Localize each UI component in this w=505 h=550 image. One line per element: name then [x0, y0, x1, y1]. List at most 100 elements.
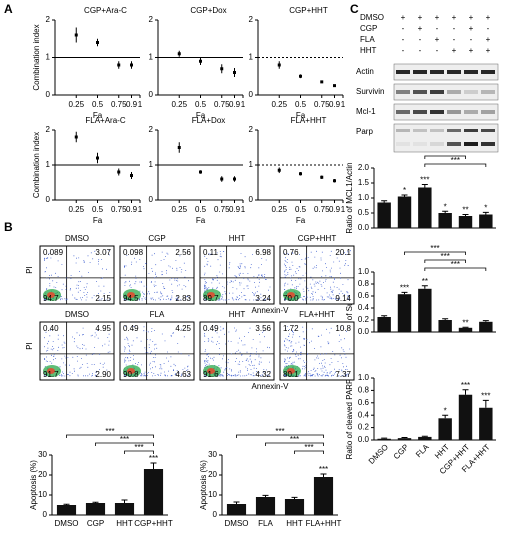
- y-tick-label: 1: [149, 53, 154, 62]
- quadrant-value: 2.56: [175, 248, 191, 257]
- point: [130, 63, 133, 67]
- band: [413, 110, 427, 114]
- x-tick-label: DMSO: [367, 443, 390, 466]
- bracket-label: ***: [275, 427, 284, 436]
- y-tick-label: 0.8: [358, 386, 370, 395]
- blot-sign: -: [402, 24, 405, 33]
- x-tick-label: 0.5: [92, 205, 104, 214]
- flow-title: FLA: [150, 310, 165, 319]
- error-bar: [262, 494, 269, 497]
- y-tick-label: 0: [46, 195, 51, 204]
- blot-row-label: CGP: [360, 24, 377, 33]
- flow-dots: [284, 326, 351, 377]
- y-tick-label: 20: [38, 470, 47, 479]
- bracket: [236, 434, 324, 438]
- x-tick-label: 0.75: [214, 100, 230, 109]
- blot-row-label: FLA: [360, 35, 375, 44]
- y-tick-label: 1.5: [358, 178, 370, 187]
- band: [447, 142, 461, 146]
- error-bar: [462, 214, 469, 216]
- y-tick-label: 20: [208, 470, 217, 479]
- blot-sign: -: [402, 35, 405, 44]
- error-bar: [401, 194, 408, 197]
- x-axis-label: Fa: [296, 216, 306, 225]
- quadrant-lines: [280, 246, 354, 304]
- error-bar: [291, 496, 298, 499]
- significance: **: [422, 277, 428, 286]
- x-tick-label: 1: [138, 100, 143, 109]
- x-tick-label: 0.75: [111, 205, 127, 214]
- band: [447, 70, 461, 74]
- flow-core: [207, 292, 215, 298]
- bar: [418, 436, 432, 440]
- bar: [397, 196, 412, 228]
- quadrant-value: 94.5: [123, 294, 139, 303]
- chart-title: FLA+HHT: [291, 116, 327, 125]
- point: [299, 172, 302, 176]
- bracket: [424, 155, 466, 159]
- axis: [373, 378, 496, 441]
- x-tick-label: 0.9: [229, 205, 241, 214]
- error-bar: [442, 414, 449, 419]
- significance: **: [462, 318, 468, 327]
- quadrant-value: 94.7: [43, 294, 59, 303]
- error-bar: [381, 315, 388, 317]
- blot-strip: [393, 123, 499, 153]
- x-axis-label: Fa: [296, 111, 306, 120]
- bracket: [66, 434, 154, 438]
- y-axis-label: Ratio of MCL1/Actin: [345, 162, 354, 233]
- x-tick-label: 0.5: [195, 205, 207, 214]
- band: [464, 129, 478, 132]
- band: [430, 129, 444, 132]
- significance: ***: [149, 454, 158, 463]
- flow-title: FLA+HHT: [299, 310, 335, 319]
- bracket: [404, 251, 466, 255]
- flow-title: DMSO: [65, 234, 89, 243]
- flow-y-label: PI: [25, 266, 34, 274]
- point: [117, 63, 121, 67]
- quadrant-lines: [40, 322, 114, 380]
- bracket-label: ***: [451, 260, 460, 269]
- y-tick-label: 1.0: [358, 193, 370, 202]
- chart-title: CGP+Dox: [190, 6, 226, 15]
- error-bar: [381, 200, 388, 203]
- blot-sign: -: [470, 35, 473, 44]
- y-tick-label: 10: [208, 490, 217, 499]
- error-bar: [462, 326, 469, 328]
- chart-title: FLA+Ara-C: [85, 116, 125, 125]
- quadrant-value: 91.6: [203, 370, 219, 379]
- x-tick-label: 0.9: [126, 100, 138, 109]
- blot-sign: +: [435, 13, 440, 22]
- bar: [458, 327, 473, 332]
- bracket: [265, 442, 324, 446]
- x-tick-label: FLA: [414, 442, 431, 459]
- y-tick-label: 0: [149, 90, 154, 99]
- bracket: [294, 450, 324, 454]
- significance: *: [444, 202, 447, 211]
- band: [430, 90, 444, 94]
- error-bar: [421, 184, 428, 188]
- bar: [458, 394, 473, 440]
- point: [96, 41, 99, 44]
- bar: [313, 477, 334, 515]
- y-tick-label: 1: [46, 53, 51, 62]
- point: [320, 175, 324, 179]
- error-bar: [482, 399, 489, 408]
- error-bar: [401, 291, 408, 295]
- x-tick-label: 0.5: [195, 100, 207, 109]
- y-tick-label: 2: [249, 125, 254, 134]
- y-tick-label: 2: [46, 125, 51, 134]
- blot-sign: -: [419, 35, 422, 44]
- point: [220, 67, 224, 71]
- point: [74, 33, 78, 37]
- x-tick-label: 0.75: [111, 100, 127, 109]
- blot-sign: -: [453, 24, 456, 33]
- x-tick-label: 0.25: [68, 100, 84, 109]
- band: [413, 129, 427, 132]
- point: [233, 177, 236, 181]
- blot-band-label: Survivin: [356, 87, 384, 96]
- band: [413, 90, 427, 94]
- x-tick-label: 0.75: [214, 205, 230, 214]
- x-tick-label: HHT: [286, 519, 303, 528]
- bracket-label: ***: [440, 252, 449, 261]
